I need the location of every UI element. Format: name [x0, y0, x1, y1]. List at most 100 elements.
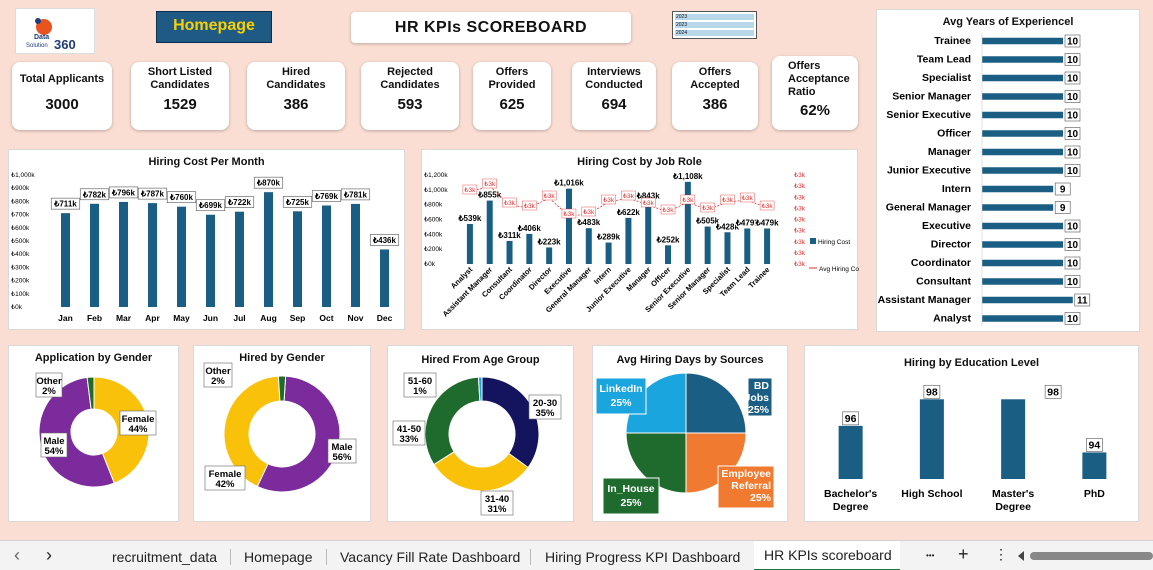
slice-percent: 25%	[748, 404, 770, 416]
data-label-box	[1086, 438, 1103, 452]
bar	[982, 222, 1063, 230]
tab-nav-next[interactable]: ›	[46, 545, 52, 565]
logo-text-data: Data	[34, 34, 49, 41]
data-label-box	[528, 394, 562, 420]
data-label: 10	[1067, 148, 1079, 159]
kpi-hired: Hired Candidates 386	[247, 62, 345, 130]
data-label: ₺796k	[111, 188, 135, 197]
data-label-box	[403, 372, 437, 398]
kpi-value: 593	[397, 96, 423, 113]
chart-title: Avg Years of Experiencel	[942, 16, 1074, 28]
kpi-interviews: Interviews Conducted 694	[572, 62, 656, 130]
data-label-box	[392, 420, 426, 446]
y-tick-label: Intern	[942, 183, 971, 195]
data-label-box	[224, 196, 255, 208]
line-label-box	[641, 197, 656, 208]
slice-name: 20-30	[533, 398, 557, 409]
chart-hiring-cost-month[interactable]: Hiring Cost Per Month ₺0k ₺100k ₺200k ₺300k…	[8, 149, 405, 330]
line-label: ₺3k	[563, 210, 575, 218]
data-label: 94	[1089, 439, 1101, 451]
bar	[1001, 399, 1026, 479]
slice-percent: 54%	[44, 446, 64, 457]
line-label-box	[541, 190, 557, 201]
more-tabs-button[interactable]: •••	[926, 551, 935, 560]
line-label-box	[680, 194, 696, 205]
y-tick-label: Senior Manager	[892, 91, 971, 103]
kpi-label: Total Applicants	[19, 72, 105, 85]
y-tick-label: ₺1,200k	[424, 171, 448, 179]
y2-tick-label: ₺3k	[794, 227, 806, 235]
y2-tick-label: ₺3k	[794, 182, 806, 190]
bar	[982, 296, 1073, 304]
line-label-box	[660, 204, 676, 215]
data-label: ₺311k	[497, 231, 521, 240]
data-label-box	[1064, 219, 1081, 233]
year-slicer[interactable]: 2023 2023 2024	[672, 11, 757, 39]
y-tick-label: ₺200k	[424, 245, 443, 253]
horizontal-scrollbar[interactable]	[1030, 552, 1153, 560]
data-label-box	[747, 377, 773, 417]
kpi-offers-accepted: Offers Accepted 386	[672, 62, 758, 130]
data-label: ₺223k	[537, 237, 561, 246]
data-label-box	[1064, 312, 1081, 325]
add-sheet-button[interactable]: +	[958, 544, 969, 564]
tab-nav-prev[interactable]: ‹	[14, 545, 20, 565]
kpi-value: 386	[702, 96, 728, 113]
chart-age-group[interactable]: Hired From Age Group 20-30 35% 31-40 31% 41-…	[387, 345, 574, 522]
data-label: ₺781k	[343, 190, 367, 199]
chart-education[interactable]: Hiring by Education Level 96 Bachelor's De…	[804, 345, 1139, 522]
data-label: ₺252k	[656, 235, 680, 244]
slice-percent: 2%	[42, 386, 56, 397]
line-label: ₺3k	[682, 196, 694, 204]
slicer-item[interactable]: 2023	[675, 14, 754, 20]
logo-graphic: Data Solution 360	[26, 18, 76, 52]
sheet-tab-hr-kpis-active[interactable]: HR KPIs scoreboard	[754, 541, 900, 570]
data-label: ₺725k	[285, 198, 309, 207]
bar	[982, 148, 1063, 156]
sheet-tab-hiring-progress[interactable]: Hiring Progress KPI Dashboard	[545, 549, 741, 565]
line-label: ₺3k	[484, 180, 496, 188]
data-label: 10	[1067, 166, 1079, 177]
line-label: ₺3k	[544, 192, 556, 200]
y2-tick-label: ₺3k	[794, 193, 806, 201]
slice-percent: 2%	[211, 376, 225, 387]
chart-hiring-cost-role[interactable]: Hiring Cost by Job Role ₺0k ₺200k ₺400k ₺60…	[421, 149, 864, 330]
chart-hired-gender[interactable]: Hired by Gender Male 56% Female 42% Other 2%	[193, 345, 371, 522]
chart-title: Hiring Cost Per Month	[148, 156, 265, 168]
slicer-item[interactable]: 2024	[675, 30, 754, 36]
data-label-box	[1064, 145, 1081, 159]
y-tick-label: Junior Executive	[887, 165, 971, 177]
bar	[919, 399, 944, 479]
bar	[645, 201, 652, 264]
sheet-tab-vacancy[interactable]: Vacancy Fill Rate Dashboard	[340, 549, 521, 565]
chart-application-gender[interactable]: Application by Gender Female 44% Male 54% Ot…	[8, 345, 179, 522]
bar	[982, 204, 1054, 211]
sheet-tab-recruitment-data[interactable]: recruitment_data	[112, 549, 218, 565]
data-label-box	[1064, 108, 1081, 122]
bar	[982, 259, 1063, 267]
data-label: ₺1,016k	[553, 179, 584, 188]
sheet-tab-homepage[interactable]: Homepage	[244, 549, 313, 565]
active-tab-label: HR KPIs scoreboard	[764, 547, 892, 563]
kpi-short-listed: Short Listed Candidates 1529	[131, 62, 229, 130]
chart-avg-experience[interactable]: Avg Years of Experiencel Trainee 10 Team L…	[876, 9, 1140, 332]
scroll-left-icon[interactable]	[1018, 551, 1024, 561]
data-label: 10	[1067, 74, 1079, 85]
chart-title: Avg Hiring Days by Sources	[616, 354, 764, 366]
data-label: ₺505k	[695, 217, 719, 226]
data-label: 96	[845, 413, 857, 425]
chart-hiring-sources[interactable]: Avg Hiring Days by Sources BD Jobs 25% Empl…	[592, 345, 788, 522]
y-tick-label: ₺400k	[11, 250, 30, 258]
chart-svg: ₺0k ₺100k ₺200k ₺300k ₺400k ₺500k ₺600k ₺700k ₺8…	[11, 171, 400, 323]
bar	[466, 224, 473, 264]
slicer-item[interactable]: 2023	[675, 22, 754, 28]
sheet-menu-button[interactable]: ⋮	[994, 546, 1008, 562]
bar	[684, 181, 691, 264]
y2-tick-label: ₺3k	[794, 171, 806, 179]
x-tick-label: Apr	[145, 313, 160, 323]
y2-tick-label: ₺3k	[794, 260, 806, 268]
logo-text-360: 360	[54, 37, 76, 52]
homepage-button[interactable]: Homepage	[156, 11, 272, 43]
kpi-value: 386	[283, 96, 309, 113]
data-label: ₺289k	[596, 233, 620, 242]
